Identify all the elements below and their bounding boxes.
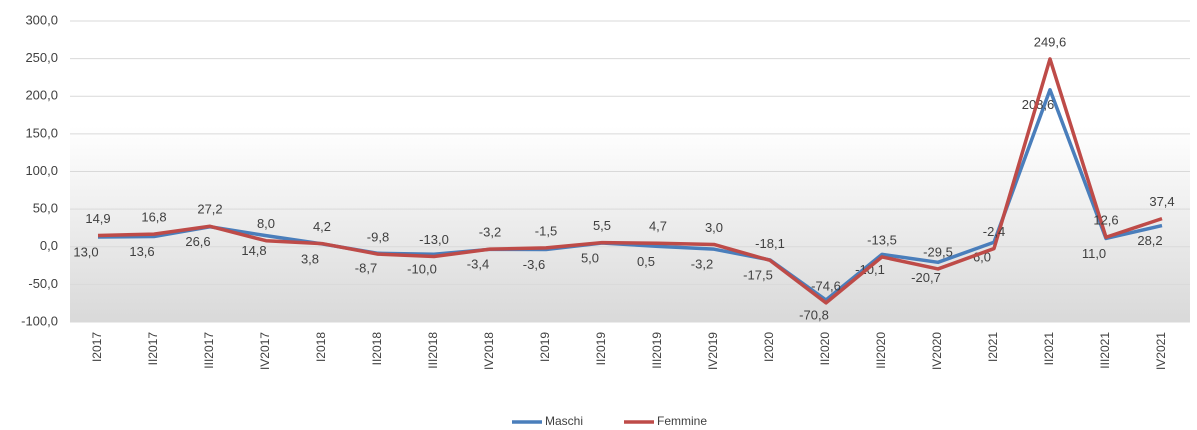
x-tick-label: I2017	[90, 332, 104, 362]
data-label: 28,2	[1137, 233, 1162, 248]
data-label: 13,6	[129, 244, 154, 259]
x-tick-label: I2019	[538, 332, 552, 362]
y-tick-label: 200,0	[25, 88, 58, 103]
data-label: -70,8	[799, 307, 829, 322]
data-label: -13,0	[419, 232, 449, 247]
data-label: -10,0	[407, 262, 437, 277]
data-label: -74,6	[811, 278, 841, 293]
data-label: -3,4	[467, 257, 489, 272]
data-label: 3,8	[301, 251, 319, 266]
x-tick-label: IV2021	[1154, 332, 1168, 370]
x-tick-label: III2017	[202, 332, 216, 369]
x-tick-label: III2019	[650, 332, 664, 369]
x-tick-label: II2019	[594, 332, 608, 366]
data-label: -17,5	[743, 267, 773, 282]
x-tick-label: I2018	[314, 332, 328, 362]
x-tick-label: I2020	[762, 332, 776, 362]
data-label: 16,8	[141, 210, 166, 225]
data-label: -9,8	[367, 230, 389, 245]
x-tick-label: IV2019	[706, 332, 720, 370]
data-label: 5,5	[593, 218, 611, 233]
x-tick-label: IV2018	[482, 332, 496, 370]
x-tick-label: III2020	[874, 332, 888, 369]
x-tick-label: I2021	[986, 332, 1000, 362]
y-tick-label: -100,0	[21, 313, 58, 328]
series-line	[97, 88, 1163, 302]
data-label: 26,6	[185, 234, 210, 249]
legend-label: Maschi	[545, 414, 583, 428]
data-label: -1,5	[535, 223, 557, 238]
x-tick-label: II2018	[370, 332, 384, 366]
x-tick-label: IV2017	[258, 332, 272, 370]
data-label: 12,6	[1093, 213, 1118, 228]
x-tick-label: III2018	[426, 332, 440, 369]
data-label: 27,2	[197, 202, 222, 217]
data-label: 5,0	[581, 250, 599, 265]
data-label: -3,6	[523, 257, 545, 272]
y-tick-label: 100,0	[25, 163, 58, 178]
data-label: 4,2	[313, 219, 331, 234]
data-label: 8,0	[257, 216, 275, 231]
y-tick-label: 150,0	[25, 125, 58, 140]
x-tick-label: II2017	[146, 332, 160, 366]
legend-label: Femmine	[657, 414, 707, 428]
data-label: 249,6	[1034, 34, 1067, 49]
data-label: 4,7	[649, 219, 667, 234]
data-label: 11,0	[1082, 246, 1106, 261]
data-label: -3,2	[479, 225, 501, 240]
y-tick-label: 50,0	[33, 201, 58, 216]
data-label: 14,8	[241, 243, 266, 258]
data-label: 3,0	[705, 220, 723, 235]
data-label: -8,7	[355, 261, 377, 276]
data-label: 37,4	[1149, 194, 1174, 209]
x-tick-label: II2020	[818, 332, 832, 366]
y-tick-label: 300,0	[25, 12, 58, 27]
y-tick-label: 0,0	[40, 238, 58, 253]
y-tick-label: 250,0	[25, 50, 58, 65]
data-label: -29,5	[923, 244, 953, 259]
data-label: 0,5	[637, 254, 655, 269]
y-tick-label: -50,0	[28, 276, 58, 291]
data-label: -13,5	[867, 232, 897, 247]
data-label: 14,9	[85, 211, 110, 226]
data-label: -20,7	[911, 270, 941, 285]
x-tick-label: IV2020	[930, 332, 944, 370]
x-tick-label: III2021	[1098, 332, 1112, 369]
series-line	[97, 57, 1163, 305]
data-label: 13,0	[73, 244, 98, 259]
data-label: -3,2	[691, 257, 713, 272]
data-label: -18,1	[755, 236, 785, 251]
data-label: -2,4	[983, 224, 1005, 239]
x-tick-label: II2021	[1042, 332, 1056, 366]
